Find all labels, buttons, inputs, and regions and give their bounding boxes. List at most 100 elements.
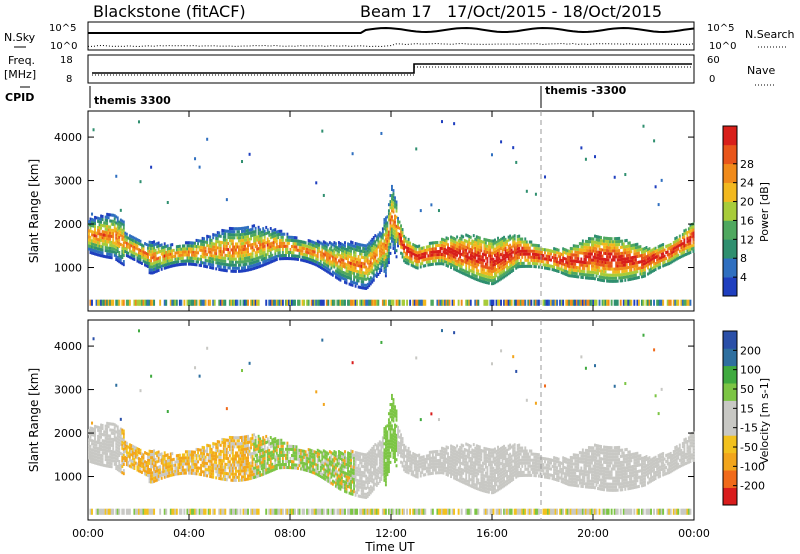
- power-echo-cell: [104, 233, 107, 237]
- power-echo-cell: [603, 242, 606, 246]
- power-echo-cell: [581, 251, 584, 255]
- velocity-echo-cell: [172, 473, 175, 477]
- power-echo-cell: [627, 250, 630, 254]
- power-echo-cell: [263, 232, 266, 236]
- power-echo-cell: [583, 267, 586, 271]
- power-echo-cell: [490, 245, 493, 249]
- power-echo-cell: [565, 272, 568, 277]
- power-echo-cell: [147, 265, 149, 269]
- power-echo-cell: [234, 248, 237, 252]
- power-echo-cell: [509, 243, 512, 247]
- power-echo-cell: [650, 252, 652, 256]
- velocity-echo-cell: [115, 457, 118, 461]
- velocity-echo-cell: [106, 449, 109, 453]
- power-echo-cell: [163, 245, 166, 249]
- power-echo-cell: [231, 239, 234, 243]
- power-echo-cell: [187, 256, 190, 260]
- power-echo-cell: [615, 267, 618, 271]
- velocity-echo-cell: [165, 472, 168, 476]
- power-echo-cell: [353, 275, 356, 279]
- power-echo-cell: [389, 194, 392, 198]
- power-echo-cell: [653, 256, 656, 260]
- power-echo-cell: [534, 246, 537, 250]
- power-echo-cell: [424, 248, 427, 252]
- power-echo-cell: [566, 264, 569, 268]
- power-echo-cell: [395, 230, 398, 234]
- power-echo-cell: [498, 278, 501, 282]
- power-echo-cell: [653, 250, 656, 254]
- power-echo-cell: [339, 245, 342, 249]
- power-echo-cell: [630, 250, 633, 254]
- velocity-echo-cell: [128, 443, 131, 447]
- velocity-echo-cell: [98, 450, 101, 454]
- velocity-echo-cell: [118, 444, 121, 448]
- power-echo-cell: [262, 245, 265, 249]
- power-echo-cell: [353, 278, 356, 282]
- power-echo-cell: [495, 258, 498, 263]
- power-echo-cell: [357, 242, 360, 246]
- velocity-echo-cell: [184, 459, 187, 463]
- power-clutter-cell: [198, 299, 201, 306]
- power-echo-cell: [501, 242, 504, 246]
- power-echo-cell: [477, 260, 480, 264]
- power-echo-cell: [650, 270, 652, 274]
- power-clutter-cell: [460, 299, 463, 306]
- power-echo-cell: [536, 250, 539, 254]
- power-echo-cell: [156, 266, 159, 270]
- power-echo-cell: [101, 224, 104, 228]
- velocity-echo-cell: [98, 426, 101, 430]
- power-echo-cell: [334, 242, 337, 246]
- velocity-clutter-cell: [101, 508, 104, 515]
- velocity-echo-cell: [201, 445, 204, 449]
- power-clutter-cell: [139, 299, 142, 306]
- velocity-echo-cell: [131, 466, 134, 470]
- velocity-echo-cell: [94, 443, 96, 447]
- power-echo-cell: [212, 248, 215, 252]
- power-echo-cell: [112, 250, 115, 254]
- power-echo-cell: [612, 255, 615, 259]
- power-echo-cell: [259, 255, 262, 259]
- power-echo-cell: [319, 253, 322, 257]
- power-scatter-cell: [248, 152, 251, 156]
- power-echo-cell: [683, 250, 686, 254]
- power-echo-cell: [131, 248, 134, 252]
- power-clutter-cell: [350, 299, 353, 306]
- velocity-echo-cell: [133, 448, 136, 452]
- power-echo-cell: [530, 249, 533, 253]
- power-echo-cell: [347, 257, 349, 261]
- power-echo-cell: [203, 264, 206, 268]
- power-echo-cell: [248, 255, 251, 260]
- power-echo-cell: [483, 274, 486, 278]
- power-echo-cell: [107, 231, 110, 235]
- power-echo-cell: [275, 254, 278, 258]
- power-echo-cell: [540, 256, 543, 260]
- power-echo-cell: [472, 264, 475, 268]
- power-echo-cell: [481, 255, 484, 259]
- power-echo-cell: [380, 256, 383, 260]
- power-echo-cell: [621, 257, 624, 261]
- power-echo-cell: [350, 261, 353, 265]
- power-echo-cell: [537, 259, 540, 263]
- power-echo-cell: [481, 258, 484, 262]
- power-echo-cell: [475, 268, 478, 272]
- power-echo-cell: [95, 240, 98, 244]
- power-echo-cell: [610, 273, 613, 277]
- power-echo-cell: [398, 232, 401, 236]
- power-echo-cell: [375, 253, 378, 257]
- power-echo-cell: [681, 236, 684, 240]
- power-echo-cell: [263, 235, 266, 239]
- power-echo-cell: [371, 265, 374, 269]
- power-echo-cell: [625, 251, 628, 255]
- power-echo-cell: [678, 243, 681, 247]
- power-echo-cell: [656, 252, 659, 256]
- power-echo-cell: [139, 258, 142, 262]
- power-echo-cell: [368, 265, 371, 269]
- power-echo-cell: [683, 247, 686, 251]
- power-echo-cell: [530, 255, 533, 259]
- power-echo-cell: [324, 250, 327, 254]
- velocity-echo-cell: [116, 446, 119, 450]
- power-echo-cell: [328, 247, 331, 251]
- power-echo-cell: [112, 247, 115, 251]
- power-echo-cell: [475, 274, 478, 278]
- power-echo-cell: [468, 247, 471, 251]
